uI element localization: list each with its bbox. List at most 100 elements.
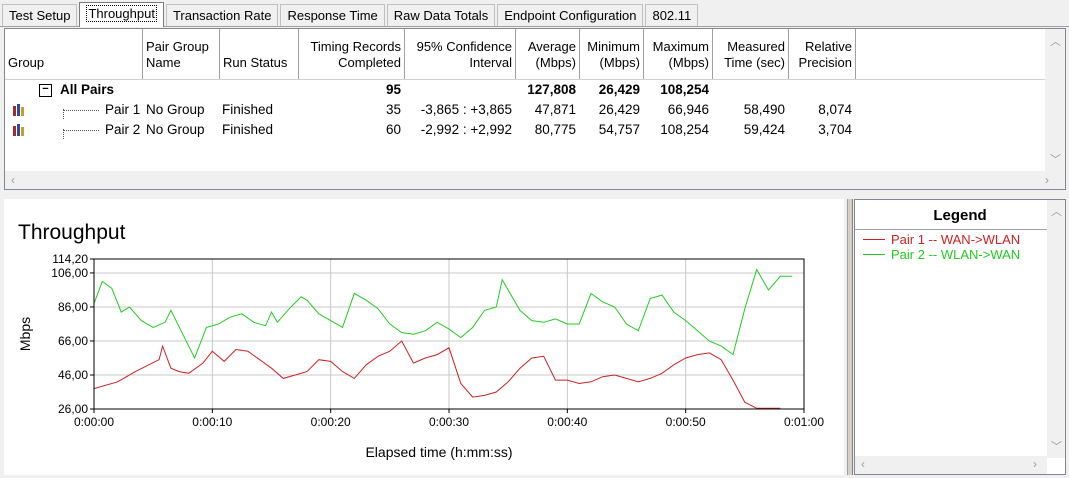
table-row[interactable]: Pair 1 No Group Finished 35 -3,865 : +3,865 4…	[5, 100, 1045, 120]
col-average-header[interactable]: Average (Mbps)	[516, 29, 580, 79]
pane-splitter[interactable]	[847, 199, 853, 475]
legend-swatch	[863, 254, 885, 255]
col-run-status-header[interactable]: Run Status	[220, 29, 299, 79]
maximum: 66,946	[667, 102, 709, 117]
legend-swatch	[863, 239, 885, 240]
legend-scroll-down-icon[interactable]: ﹀	[1051, 441, 1062, 453]
results-table: Group Pair Group Name Run Status Timing R…	[4, 28, 1066, 190]
all-pairs-average: 127,808	[527, 82, 576, 97]
col-group-label: Group	[8, 55, 45, 70]
legend-scroll-right-icon[interactable]: ›	[1033, 457, 1037, 471]
vertical-scrollbar[interactable]: ︿ ﹀	[1045, 29, 1065, 172]
x-tick-label: 0:00:00	[74, 415, 114, 429]
legend-horizontal-scrollbar[interactable]: ‹ ›	[855, 456, 1047, 474]
tab-label: Test Setup	[9, 8, 71, 23]
legend-scroll-up-icon[interactable]: ︿	[1051, 206, 1062, 218]
legend-item[interactable]: Pair 2 -- WLAN->WAN	[855, 247, 1065, 262]
col-pair-group-name-header[interactable]: Pair Group Name	[143, 29, 220, 79]
timing-records: 35	[385, 102, 401, 117]
tab-raw-data-totals[interactable]: Raw Data Totals	[386, 4, 496, 26]
tab-label: Response Time	[287, 8, 378, 23]
scroll-left-icon[interactable]: ‹	[11, 173, 15, 187]
average: 47,871	[534, 102, 576, 117]
maximum: 108,254	[660, 122, 709, 137]
x-tick-label: 0:00:40	[547, 415, 587, 429]
col-group-header[interactable]: Group	[5, 29, 143, 79]
col-measured-time-header[interactable]: Measured Time (sec)	[713, 29, 789, 79]
tab-label: Throughput	[86, 5, 157, 22]
average: 80,775	[534, 122, 576, 137]
legend-label: Pair 1 -- WAN->WLAN	[891, 232, 1021, 247]
x-tick-label: 0:00:30	[429, 415, 469, 429]
col-pair-group-name-label: Pair Group Name	[146, 39, 209, 70]
tab-label: Transaction Rate	[172, 8, 272, 23]
x-axis-label: Elapsed time (h:mm:ss)	[365, 444, 512, 460]
all-pairs-maximum: 108,254	[660, 82, 709, 97]
tab-label: Raw Data Totals	[393, 8, 489, 23]
scroll-right-icon[interactable]: ›	[1045, 173, 1049, 187]
legend-scroll-left-icon[interactable]: ‹	[861, 457, 865, 471]
plot-border	[93, 258, 805, 410]
x-tick-label: 0:00:50	[666, 415, 706, 429]
pair-group-name: No Group	[146, 122, 205, 137]
y-axis-label: Mbps	[17, 317, 33, 351]
run-status: Finished	[222, 122, 274, 137]
confidence-interval: -2,992 : +2,992	[420, 122, 512, 137]
relative-precision: 3,704	[818, 122, 852, 137]
series-line-pair-1	[93, 340, 781, 409]
tab-transaction-rate[interactable]: Transaction Rate	[165, 4, 279, 26]
minimum: 54,757	[598, 122, 640, 137]
confidence-interval: -3,865 : +3,865	[420, 102, 512, 117]
tab-test-setup[interactable]: Test Setup	[2, 4, 78, 26]
x-tick-label: 0:01:00	[784, 415, 824, 429]
all-pairs-timing: 95	[385, 82, 401, 97]
measured-time: 59,424	[743, 122, 785, 137]
all-pairs-minimum: 26,429	[598, 82, 640, 97]
tree-branch	[63, 110, 99, 112]
col-relative-precision-label: Relative Precision	[798, 39, 852, 70]
table-row[interactable]: Pair 2 No Group Finished 60 -2,992 : +2,992 8…	[5, 120, 1045, 140]
legend-title: Legend	[855, 200, 1065, 230]
tree-line	[63, 129, 65, 139]
series-line-pair-2	[93, 268, 793, 360]
tab-throughput[interactable]: Throughput	[79, 2, 164, 27]
col-maximum-label: Maximum (Mbps)	[652, 39, 709, 70]
col-relative-precision-header[interactable]: Relative Precision	[789, 29, 856, 79]
col-average-label: Average (Mbps)	[527, 39, 576, 70]
measured-time: 58,490	[743, 102, 785, 117]
y-tick-label: 106,00	[51, 266, 88, 280]
legend-label: Pair 2 -- WLAN->WAN	[891, 247, 1021, 262]
col-confidence-header[interactable]: 95% Confidence Interval	[405, 29, 516, 79]
horizontal-scrollbar[interactable]: ‹ ›	[5, 171, 1065, 189]
scroll-down-icon[interactable]: ﹀	[1050, 154, 1061, 166]
x-tick-label: 0:00:20	[311, 415, 351, 429]
scroll-up-icon[interactable]: ︿	[1050, 36, 1061, 48]
pair-group-name: No Group	[146, 102, 205, 117]
y-tick-label: 66,00	[58, 334, 88, 348]
pair-icon	[12, 123, 26, 137]
table-row-all-pairs[interactable]: − All Pairs 95 127,808 26,429 108,254	[5, 80, 1045, 100]
col-timing-records-label: Timing Records Completed	[310, 39, 401, 70]
col-minimum-label: Minimum (Mbps)	[587, 39, 640, 70]
tab-802-11[interactable]: 802.11	[645, 4, 699, 26]
relative-precision: 8,074	[818, 102, 852, 117]
y-tick-label: 114,20	[52, 252, 88, 266]
throughput-chart-pane: Throughput 114,20 106,00 86,00 66,00 46,00 26,…	[4, 199, 844, 475]
pair-icon	[12, 103, 26, 117]
run-status: Finished	[222, 102, 274, 117]
col-minimum-header[interactable]: Minimum (Mbps)	[580, 29, 644, 79]
col-maximum-header[interactable]: Maximum (Mbps)	[644, 29, 713, 79]
table-header: Group Pair Group Name Run Status Timing R…	[5, 29, 1045, 80]
tab-bar: Test Setup Throughput Transaction Rate Resp…	[0, 0, 1069, 27]
tree-line	[63, 109, 65, 119]
pair-name: Pair 2	[105, 122, 141, 137]
tab-response-time[interactable]: Response Time	[280, 4, 385, 26]
tab-endpoint-configuration[interactable]: Endpoint Configuration	[497, 4, 644, 26]
tab-label: 802.11	[652, 8, 692, 23]
col-measured-time-label: Measured Time (sec)	[724, 39, 785, 70]
col-timing-records-header[interactable]: Timing Records Completed	[299, 29, 405, 79]
legend-vertical-scrollbar[interactable]: ︿ ﹀	[1047, 200, 1065, 458]
legend-item[interactable]: Pair 1 -- WAN->WLAN	[855, 232, 1065, 247]
collapse-toggle-icon[interactable]: −	[39, 84, 52, 97]
